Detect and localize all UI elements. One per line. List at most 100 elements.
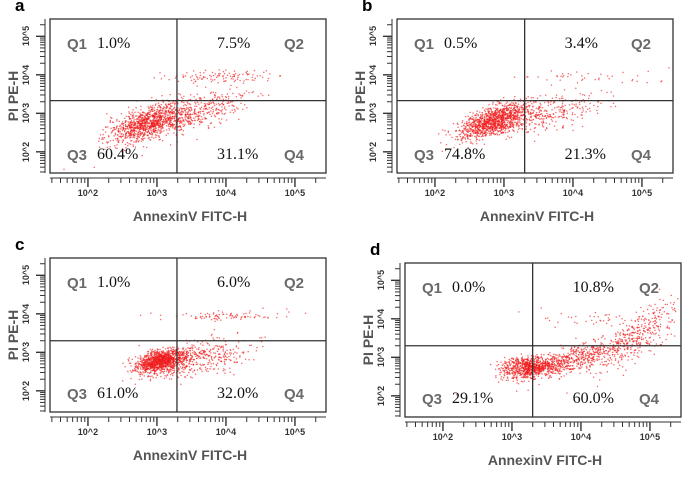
event-dot (138, 372, 140, 374)
event-dot (136, 362, 138, 364)
event-dot (197, 79, 199, 81)
event-dot (544, 102, 546, 104)
event-dot (572, 130, 574, 132)
event-dot (188, 363, 190, 365)
event-dot (503, 114, 505, 116)
event-dot (256, 347, 258, 349)
event-dot (237, 332, 239, 334)
event-dot (192, 356, 194, 358)
event-dot (102, 129, 104, 131)
event-dot (123, 125, 125, 127)
event-dot (131, 135, 133, 137)
event-dot (561, 95, 563, 97)
event-dot (209, 368, 211, 370)
event-dot (476, 110, 478, 112)
event-dot (139, 129, 141, 131)
event-dot (264, 316, 266, 318)
event-dot (182, 124, 184, 126)
event-dot (149, 366, 151, 368)
event-dot (242, 108, 244, 110)
event-dot (550, 115, 552, 117)
event-dot (584, 77, 586, 79)
event-dot (195, 114, 197, 116)
event-dot (155, 134, 157, 136)
event-dot (117, 138, 119, 140)
event-dot (165, 113, 167, 115)
event-dot (148, 112, 150, 114)
event-dot (164, 124, 166, 126)
event-dot (230, 85, 232, 87)
event-dot (192, 371, 194, 373)
event-dot (244, 93, 246, 95)
event-dot (141, 123, 143, 125)
event-dot (508, 114, 510, 116)
event-dot (193, 70, 195, 72)
event-dot (135, 122, 137, 124)
y-axis-label: PI PE-H (5, 300, 21, 370)
event-dot (231, 104, 233, 106)
event-dot (139, 122, 141, 124)
event-dot (498, 127, 500, 129)
event-dot (224, 364, 226, 366)
event-dot (184, 376, 186, 378)
event-dot (589, 108, 591, 110)
event-dot (189, 366, 191, 368)
event-dot (242, 95, 244, 97)
event-dot (227, 102, 229, 104)
event-dot (178, 111, 180, 113)
event-dot (173, 347, 175, 349)
event-dot (146, 361, 148, 363)
event-dot (170, 119, 172, 121)
event-dot (153, 115, 155, 117)
event-dot (514, 122, 516, 124)
event-dot (216, 373, 218, 375)
event-dot (230, 101, 232, 103)
event-dot (202, 344, 204, 346)
event-dot (563, 112, 565, 114)
event-dot (140, 374, 142, 376)
event-dot (491, 132, 493, 134)
event-dot (180, 127, 182, 128)
event-dot (211, 108, 213, 110)
event-dot (510, 359, 512, 361)
event-dot (150, 348, 152, 350)
event-dot (132, 137, 134, 139)
event-dot (481, 119, 483, 121)
event-dot (154, 110, 156, 112)
event-dot (224, 353, 226, 355)
event-dot (110, 120, 112, 122)
event-dot (138, 345, 140, 347)
event-dot (205, 103, 207, 105)
event-dot (156, 360, 158, 362)
event-dot (538, 124, 540, 126)
event-dot (139, 137, 141, 139)
event-dot (222, 347, 224, 349)
event-dot (577, 116, 579, 118)
event-dot (562, 73, 564, 75)
event-dot (532, 113, 534, 115)
event-dot (128, 360, 130, 362)
event-dot (102, 137, 104, 139)
event-dot (593, 105, 595, 107)
event-dot (133, 124, 135, 126)
event-dot (488, 130, 490, 132)
event-dot (194, 108, 196, 110)
event-dot (546, 128, 548, 130)
event-dot (236, 315, 238, 317)
event-dot (529, 124, 531, 126)
event-dot (244, 316, 246, 318)
event-dot (150, 105, 152, 107)
event-dot (148, 131, 150, 133)
event-dot (186, 105, 188, 107)
event-dot (254, 317, 256, 319)
event-dot (206, 370, 208, 372)
event-dot (160, 369, 162, 371)
quadrant-percent: 1.0% (97, 35, 130, 53)
event-dot (498, 115, 500, 117)
quadrant-label: Q4 (284, 386, 304, 403)
event-dot (217, 108, 219, 110)
event-dot (522, 123, 524, 125)
event-dot (519, 122, 521, 124)
event-dot (461, 132, 463, 134)
